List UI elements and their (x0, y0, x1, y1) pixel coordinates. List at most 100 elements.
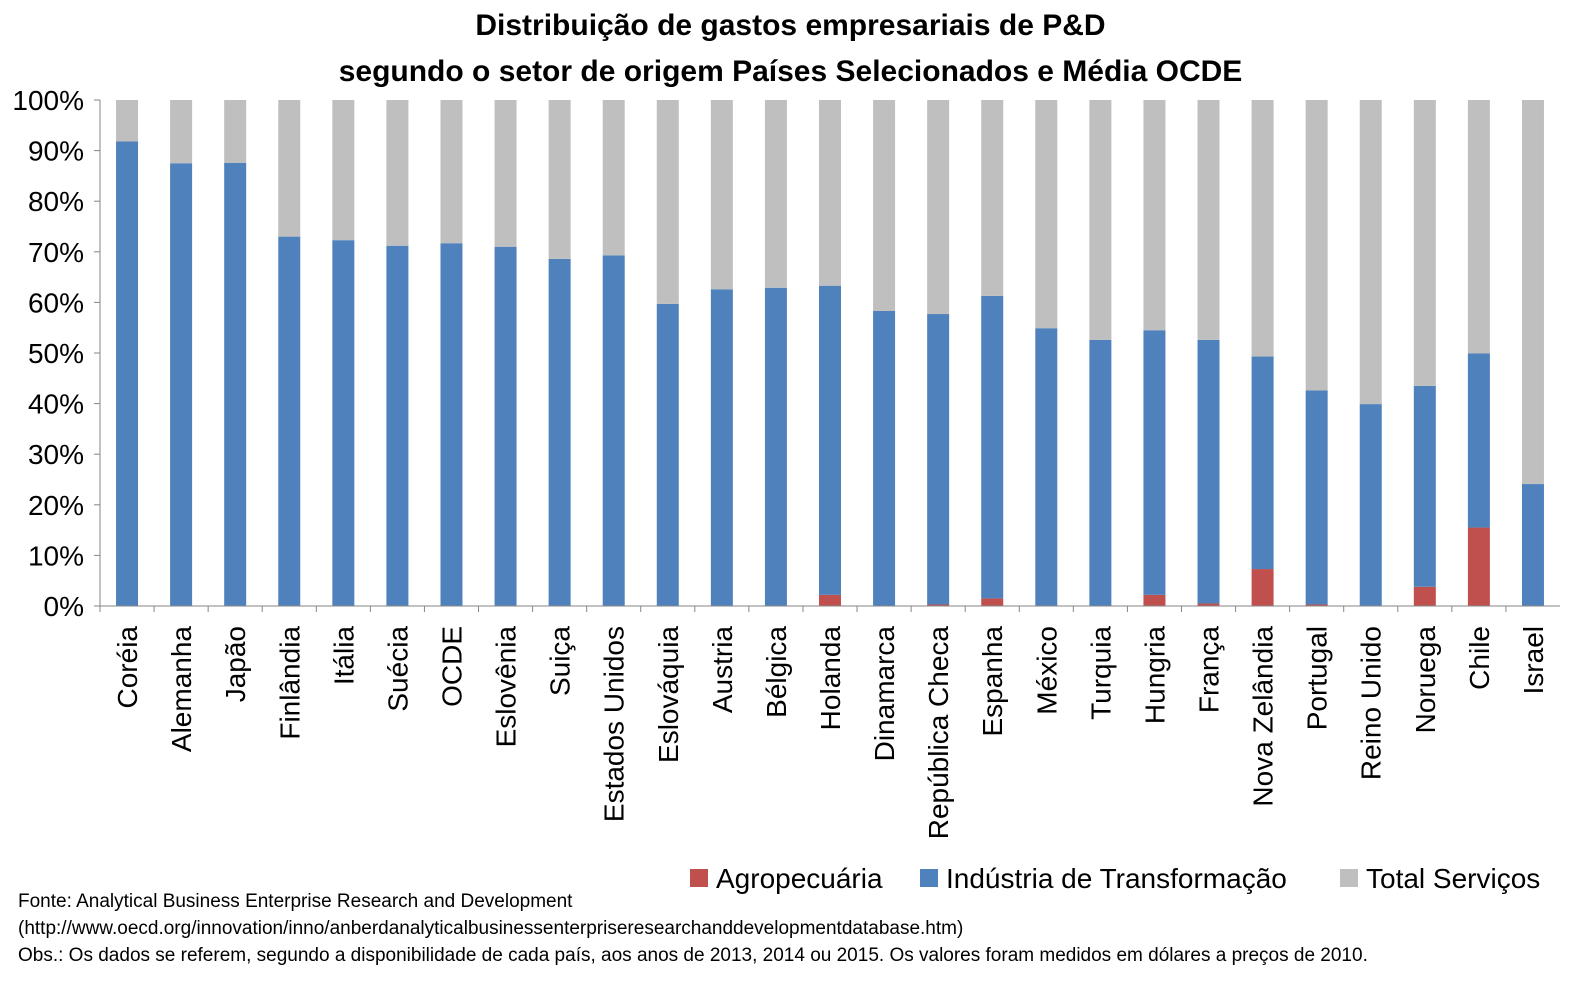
x-tick-label: França (1194, 626, 1225, 714)
x-tick-label: OCDE (436, 626, 467, 707)
y-tick-label: 70% (28, 237, 84, 268)
bar-segment (278, 236, 301, 606)
y-tick-label: 10% (28, 540, 84, 571)
bar-segment (1035, 100, 1058, 329)
legend-swatch (920, 869, 938, 887)
x-tick-label: Finlândia (274, 626, 305, 740)
bar-segment (602, 255, 625, 607)
bar-segment (440, 100, 463, 244)
source-url: (http://www.oecd.org/innovation/inno/anb… (18, 918, 964, 939)
bar-segment (1305, 604, 1328, 606)
legend-label: Agropecuária (716, 863, 883, 894)
x-tick-label: República Checa (923, 626, 954, 840)
bar-segment (332, 100, 355, 241)
bar-segment (981, 598, 1004, 606)
y-tick-label: 80% (28, 186, 84, 217)
bar-segment (981, 100, 1004, 296)
bar-segment (873, 311, 896, 606)
x-tick-label: Chile (1464, 626, 1495, 690)
bar-segment (1251, 569, 1274, 606)
bar-segment (1251, 356, 1274, 570)
bar-segment (1143, 100, 1166, 331)
bar-segment (332, 240, 355, 607)
y-tick-label: 30% (28, 439, 84, 470)
x-tick-label: Alemanha (166, 626, 197, 753)
bar-segment (1467, 100, 1490, 354)
bar-segment (1197, 100, 1220, 340)
chart-title-line-1: Distribuição de gastos empresariais de P… (475, 9, 1106, 42)
x-tick-label: Espanha (977, 626, 1008, 737)
x-tick-label: Israel (1518, 626, 1549, 694)
bar-segment (1143, 594, 1166, 606)
y-tick-label: 40% (28, 389, 84, 420)
bar-segment (494, 246, 517, 607)
bar-segment (224, 162, 247, 606)
bar-segment (1089, 100, 1112, 340)
x-tick-label: Bélgica (761, 626, 792, 718)
bar-segment (1305, 390, 1328, 605)
bar-segment (764, 287, 787, 606)
x-tick-label: Itália (328, 626, 359, 686)
bar-segment (224, 100, 247, 163)
bar-segment (710, 100, 733, 290)
bar-segment (764, 100, 787, 288)
y-tick-label: 0% (44, 591, 84, 622)
x-tick-label: Japão (220, 626, 251, 702)
bar-segment (1467, 353, 1490, 528)
x-tick-label: Eslováquia (653, 626, 684, 763)
x-tick-label: Holanda (815, 626, 846, 731)
bar-segment (819, 594, 841, 606)
x-tick-label: Suiça (545, 626, 576, 696)
x-tick-label: Hungria (1139, 626, 1170, 724)
bar-segment (656, 100, 679, 304)
x-tick-label: Turquia (1085, 626, 1116, 720)
chart-title-line-2: segundo o setor de origem Países Selecio… (338, 55, 1243, 88)
bar-segment (1413, 100, 1436, 386)
bar-segment (710, 289, 733, 606)
bar-segment (1197, 603, 1220, 606)
bar-segment (1521, 484, 1544, 606)
x-tick-label: Estados Unidos (599, 626, 630, 822)
y-tick-label: 90% (28, 136, 84, 167)
bar-segment (1521, 100, 1544, 485)
legend-label: Indústria de Transformação (946, 863, 1287, 894)
bar-segment (170, 100, 193, 164)
legend-swatch (1340, 869, 1358, 887)
bar-segment (819, 100, 841, 286)
y-tick-label: 60% (28, 287, 84, 318)
bar-segment (1089, 339, 1112, 606)
x-tick-label: Nova Zelândia (1248, 626, 1279, 807)
bar-segment (548, 258, 571, 606)
x-tick-label: Eslovênia (491, 626, 522, 748)
bar-segment (1359, 404, 1382, 606)
bar-segment (927, 604, 950, 606)
y-tick-label: 20% (28, 490, 84, 521)
x-tick-label: Portugal (1302, 626, 1333, 730)
bar-segment (1413, 385, 1436, 587)
bar-segment (1197, 339, 1220, 604)
bar-segment (602, 100, 625, 256)
bar-segment (981, 295, 1004, 599)
bar-segment (1305, 100, 1328, 391)
x-tick-label: Reino Unido (1356, 626, 1387, 780)
bar-segment (656, 303, 679, 606)
x-tick-label: Noruega (1410, 626, 1441, 734)
bar-segment (116, 141, 139, 606)
bar-segment (386, 100, 409, 246)
legend-swatch (690, 869, 708, 887)
y-tick-label: 50% (28, 338, 84, 369)
bar-segment (927, 100, 950, 315)
bar-segment (116, 100, 139, 142)
bar-segment (927, 314, 950, 605)
x-tick-label: Coréia (112, 626, 143, 709)
bar-segment (494, 100, 517, 247)
bar-segment (1251, 100, 1274, 357)
legend-label: Total Serviços (1366, 863, 1540, 894)
x-tick-label: Austria (707, 626, 738, 714)
bar-segment (1143, 330, 1166, 595)
bar-segment (1359, 100, 1382, 405)
bar-segment (548, 100, 571, 259)
x-tick-label: Dinamarca (869, 626, 900, 762)
source-note: Fonte: Analytical Business Enterprise Re… (18, 891, 573, 912)
